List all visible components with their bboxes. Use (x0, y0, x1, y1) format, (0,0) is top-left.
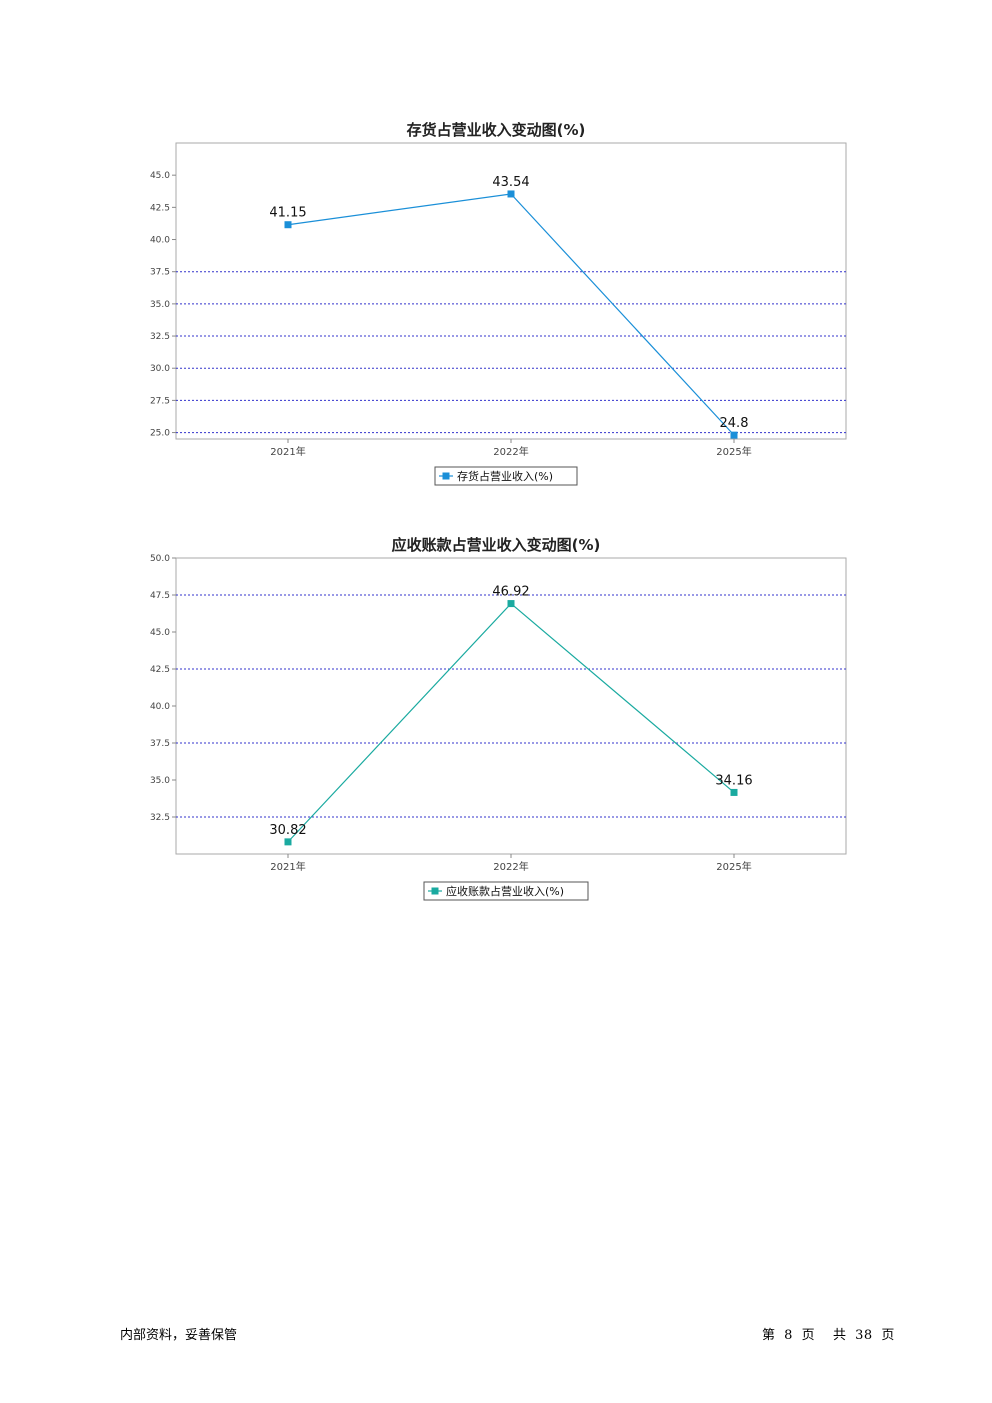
chart1-legend-label: 存货占营业收入(%) (457, 469, 553, 483)
chart2-title: 应收账款占营业收入变动图(%) (392, 536, 601, 554)
chart2-ytick-label-1: 35.0 (150, 776, 170, 786)
chart2-ytick-label-2: 37.5 (150, 739, 170, 749)
inventory-revenue-chart-svg: 存货占营业收入变动图(%) 25.0 27.5 30.0 32.5 35.0 37.5 40.… (150, 121, 847, 486)
total-suffix: 页 (881, 1328, 895, 1343)
chart1-ytick-label-2: 30.0 (150, 364, 170, 374)
chart2-data-label-2: 34.16 (715, 773, 752, 788)
chart2-ytick-label-3: 40.0 (150, 702, 170, 712)
chart2-legend-box (423, 881, 589, 901)
inventory-revenue-chart: 存货占营业收入变动图(%) 25.0 27.5 30.0 32.5 35.0 37.5 40.… (0, 110, 992, 490)
chart2-ytick-label-7: 50.0 (150, 554, 170, 564)
chart2-ytick-label-5: 45.0 (150, 628, 170, 638)
receivables-revenue-chart: 应收账款占营业收入变动图(%) 32.5 35.0 37.5 40.0 42.5 45.0 4… (0, 525, 992, 905)
footer-page-info: 第 8 页 共 38 页 (760, 1324, 897, 1343)
chart2-legend-marker (431, 887, 439, 895)
chart1-ytick-label-1: 27.5 (150, 396, 170, 406)
chart1-point-2 (730, 431, 738, 439)
chart1-ytick-label-5: 37.5 (150, 268, 170, 278)
receivables-revenue-chart-svg: 应收账款占营业收入变动图(%) 32.5 35.0 37.5 40.0 42.5 45.0 4… (150, 536, 847, 901)
footer-confidential-note: 内部资料，妥善保管 (120, 1328, 238, 1343)
chart2-ytick-label-4: 42.5 (150, 665, 170, 675)
chart1-ytick-label-8: 45.0 (150, 171, 170, 181)
chart1-point-1 (507, 190, 515, 198)
chart1-data-label-1: 43.54 (492, 175, 529, 190)
chart1-title: 存货占营业收入变动图(%) (407, 121, 586, 139)
chart2-point-1 (507, 600, 515, 608)
chart2-legend-label: 应收账款占营业收入(%) (446, 884, 564, 898)
chart2-ytick-label-0: 32.5 (150, 813, 170, 823)
chart1-ytick-label-3: 32.5 (150, 332, 170, 342)
chart2-xtick-label-2: 2025年 (716, 860, 751, 873)
chart1-ytick-label-6: 40.0 (150, 236, 170, 246)
chart1-data-label-2: 24.8 (720, 416, 749, 431)
chart2-point-2 (730, 788, 738, 796)
page-suffix: 页 (801, 1328, 816, 1343)
chart1-data-label-0: 41.15 (269, 206, 306, 221)
total-pages: 38 (855, 1328, 873, 1343)
chart2-point-0 (284, 838, 292, 846)
chart1-xtick-label-2: 2025年 (716, 445, 751, 458)
chart1-legend-box (434, 466, 578, 486)
chart1-xtick-label-0: 2021年 (270, 445, 305, 458)
chart2-data-label-0: 30.82 (269, 823, 306, 838)
chart2-ytick-label-6: 47.5 (150, 591, 170, 601)
chart1-legend-marker (442, 472, 450, 480)
page-number: 8 (784, 1328, 793, 1343)
page-prefix: 第 (762, 1328, 776, 1343)
total-prefix: 共 (833, 1328, 847, 1343)
chart2-xtick-label-1: 2022年 (493, 860, 528, 873)
chart1-ytick-label-0: 25.0 (150, 429, 170, 439)
chart1-point-0 (284, 221, 292, 229)
chart1-xtick-label-1: 2022年 (493, 445, 528, 458)
chart2-data-label-1: 46.92 (492, 585, 529, 600)
chart1-ytick-label-7: 42.5 (150, 203, 170, 213)
chart1-ytick-label-4: 35.0 (150, 300, 170, 310)
chart2-xtick-label-0: 2021年 (270, 860, 305, 873)
